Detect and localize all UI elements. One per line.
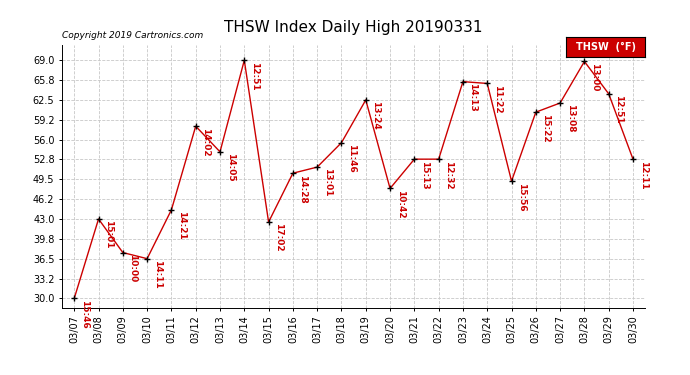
Text: 13:01: 13:01 bbox=[323, 168, 332, 197]
Text: 14:02: 14:02 bbox=[201, 128, 210, 156]
Text: 13:24: 13:24 bbox=[371, 101, 380, 130]
Text: 14:28: 14:28 bbox=[299, 175, 308, 203]
Text: 15:01: 15:01 bbox=[104, 220, 113, 249]
Text: 12:11: 12:11 bbox=[638, 160, 647, 189]
Title: THSW Index Daily High 20190331: THSW Index Daily High 20190331 bbox=[224, 20, 483, 34]
Text: 15:22: 15:22 bbox=[542, 114, 551, 142]
Text: 12:32: 12:32 bbox=[444, 160, 453, 189]
Text: 15:46: 15:46 bbox=[80, 300, 89, 328]
Text: 13:08: 13:08 bbox=[566, 104, 575, 133]
Text: 11:22: 11:22 bbox=[493, 85, 502, 114]
Text: 17:02: 17:02 bbox=[274, 224, 283, 252]
Text: 11:46: 11:46 bbox=[347, 144, 356, 173]
Text: 10:00: 10:00 bbox=[128, 254, 137, 282]
Text: 13:00: 13:00 bbox=[590, 63, 599, 91]
Text: 15:13: 15:13 bbox=[420, 160, 429, 189]
Text: 14:11: 14:11 bbox=[152, 260, 161, 289]
Text: 14:21: 14:21 bbox=[177, 211, 186, 240]
Text: 14:05: 14:05 bbox=[226, 153, 235, 182]
Text: 12:51: 12:51 bbox=[250, 62, 259, 90]
Text: 12:51: 12:51 bbox=[614, 95, 623, 124]
Text: 14:13: 14:13 bbox=[469, 83, 477, 112]
Text: 15:56: 15:56 bbox=[517, 183, 526, 211]
Text: 10:42: 10:42 bbox=[395, 190, 404, 219]
Text: Copyright 2019 Cartronics.com: Copyright 2019 Cartronics.com bbox=[62, 31, 204, 40]
